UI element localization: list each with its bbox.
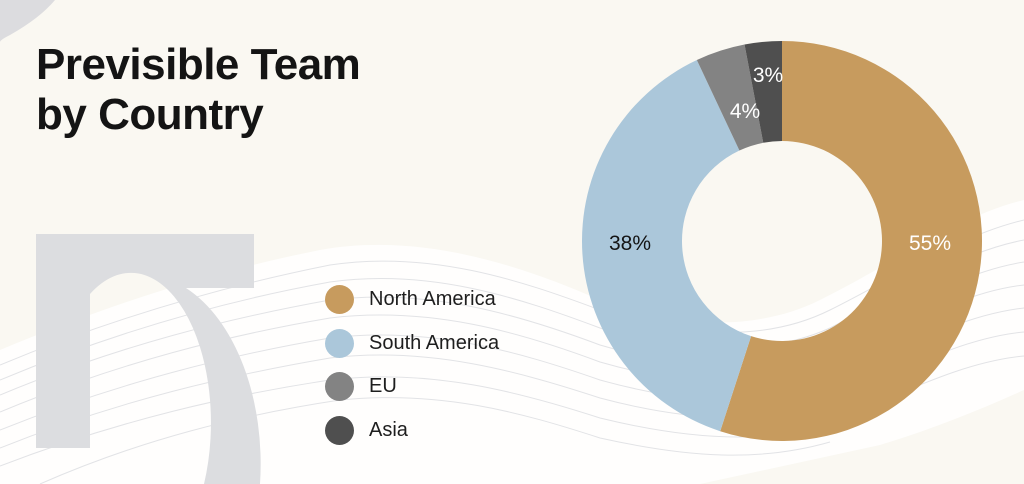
legend-label: EU [369, 375, 397, 398]
slice-south-america [581, 60, 752, 432]
title-line-2: by Country [36, 90, 264, 139]
chart-title: Previsible Team by Country [36, 40, 361, 140]
swatch-icon [325, 372, 354, 402]
label-asia: 3% [753, 64, 783, 87]
legend-item-eu: EU [325, 365, 499, 409]
legend-label: Asia [369, 418, 408, 441]
label-north-america: 55% [909, 232, 951, 255]
swatch-icon [325, 415, 354, 445]
label-eu: 4% [730, 100, 760, 123]
slice-north-america [720, 41, 983, 442]
swatch-icon [325, 285, 354, 315]
legend-item-asia: Asia [325, 409, 499, 453]
legend-item-north-america: North America [325, 278, 499, 322]
title-line-1: Previsible Team [36, 40, 361, 89]
legend-label: South America [369, 331, 500, 354]
slice-asia [744, 41, 782, 143]
chart-legend: North America South America EU Asia [325, 278, 499, 452]
corner-shape [0, 0, 55, 42]
swatch-icon [325, 328, 354, 358]
logo-mark [36, 234, 261, 484]
legend-label: North America [369, 288, 496, 311]
label-south-america: 38% [609, 232, 651, 255]
legend-item-south-america: South America [325, 322, 499, 366]
slice-eu [696, 44, 764, 151]
